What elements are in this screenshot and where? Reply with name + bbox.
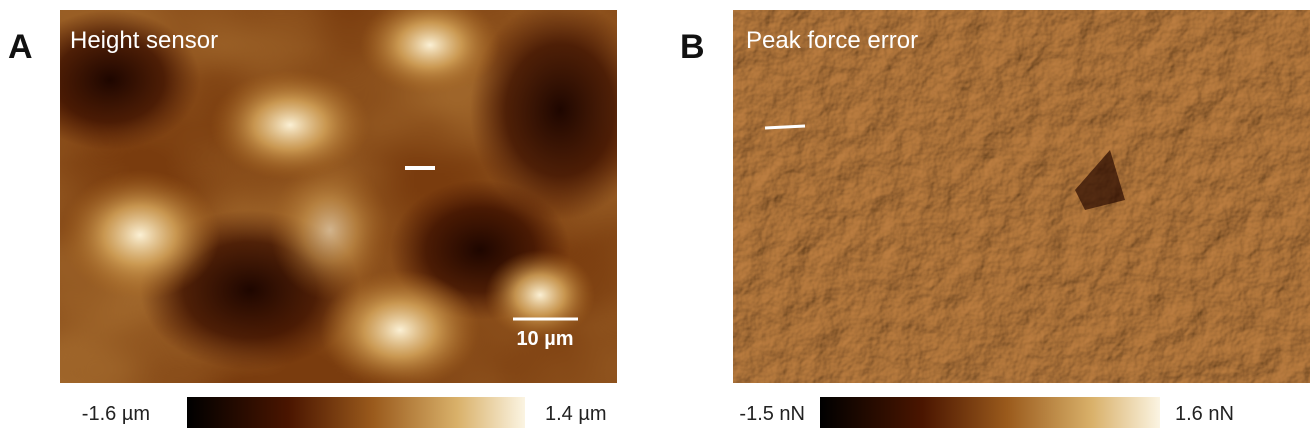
figure: A Height sensor 10 µm -1.6 µm 1.4 µm B P… — [0, 0, 1312, 440]
colorbar-min-label: -1.5 nN — [739, 403, 805, 425]
scale-bar-label: 10 µm — [516, 328, 573, 350]
panel-letter: B — [680, 28, 705, 66]
colorbar-min-label: -1.6 µm — [82, 403, 150, 425]
panel-letter: A — [8, 28, 33, 66]
colorbar — [820, 397, 1160, 428]
image-title: Height sensor — [70, 27, 218, 54]
colorbar-max-label: 1.6 nN — [1175, 403, 1234, 425]
force-image — [733, 10, 1310, 383]
image-title: Peak force error — [746, 27, 918, 54]
colorbar — [187, 397, 525, 428]
colorbar-max-label: 1.4 µm — [545, 403, 607, 425]
